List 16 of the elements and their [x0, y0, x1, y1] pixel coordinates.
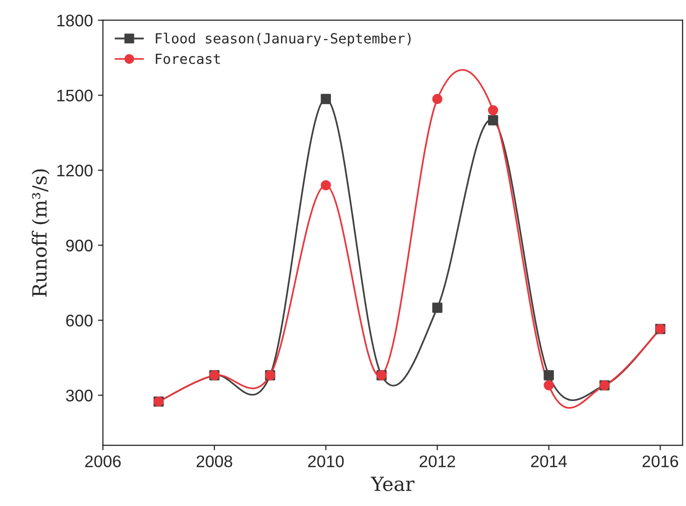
- x-tick-label: 2008: [196, 455, 232, 468]
- y-tick-label: 900: [66, 240, 93, 252]
- x-axis-title: Year: [370, 476, 414, 492]
- y-tick-label: 1500: [57, 90, 93, 102]
- x-tick-label: 2012: [420, 455, 456, 468]
- legend-label: Flood season(January-September): [156, 32, 411, 46]
- y-tick-label: 600: [66, 314, 93, 326]
- legend-label: Forecast: [156, 54, 220, 64]
- x-tick-label: 2014: [531, 455, 567, 468]
- y-axis-title: Runoff (m³/s): [32, 169, 50, 297]
- y-tick-label: 1800: [57, 14, 93, 26]
- y-tick-label: 1200: [57, 164, 93, 176]
- y-tick-label: 300: [66, 390, 93, 402]
- x-tick-label: 2016: [642, 455, 678, 468]
- x-tick-label: 2010: [308, 455, 344, 468]
- x-tick-label: 2006: [85, 455, 121, 468]
